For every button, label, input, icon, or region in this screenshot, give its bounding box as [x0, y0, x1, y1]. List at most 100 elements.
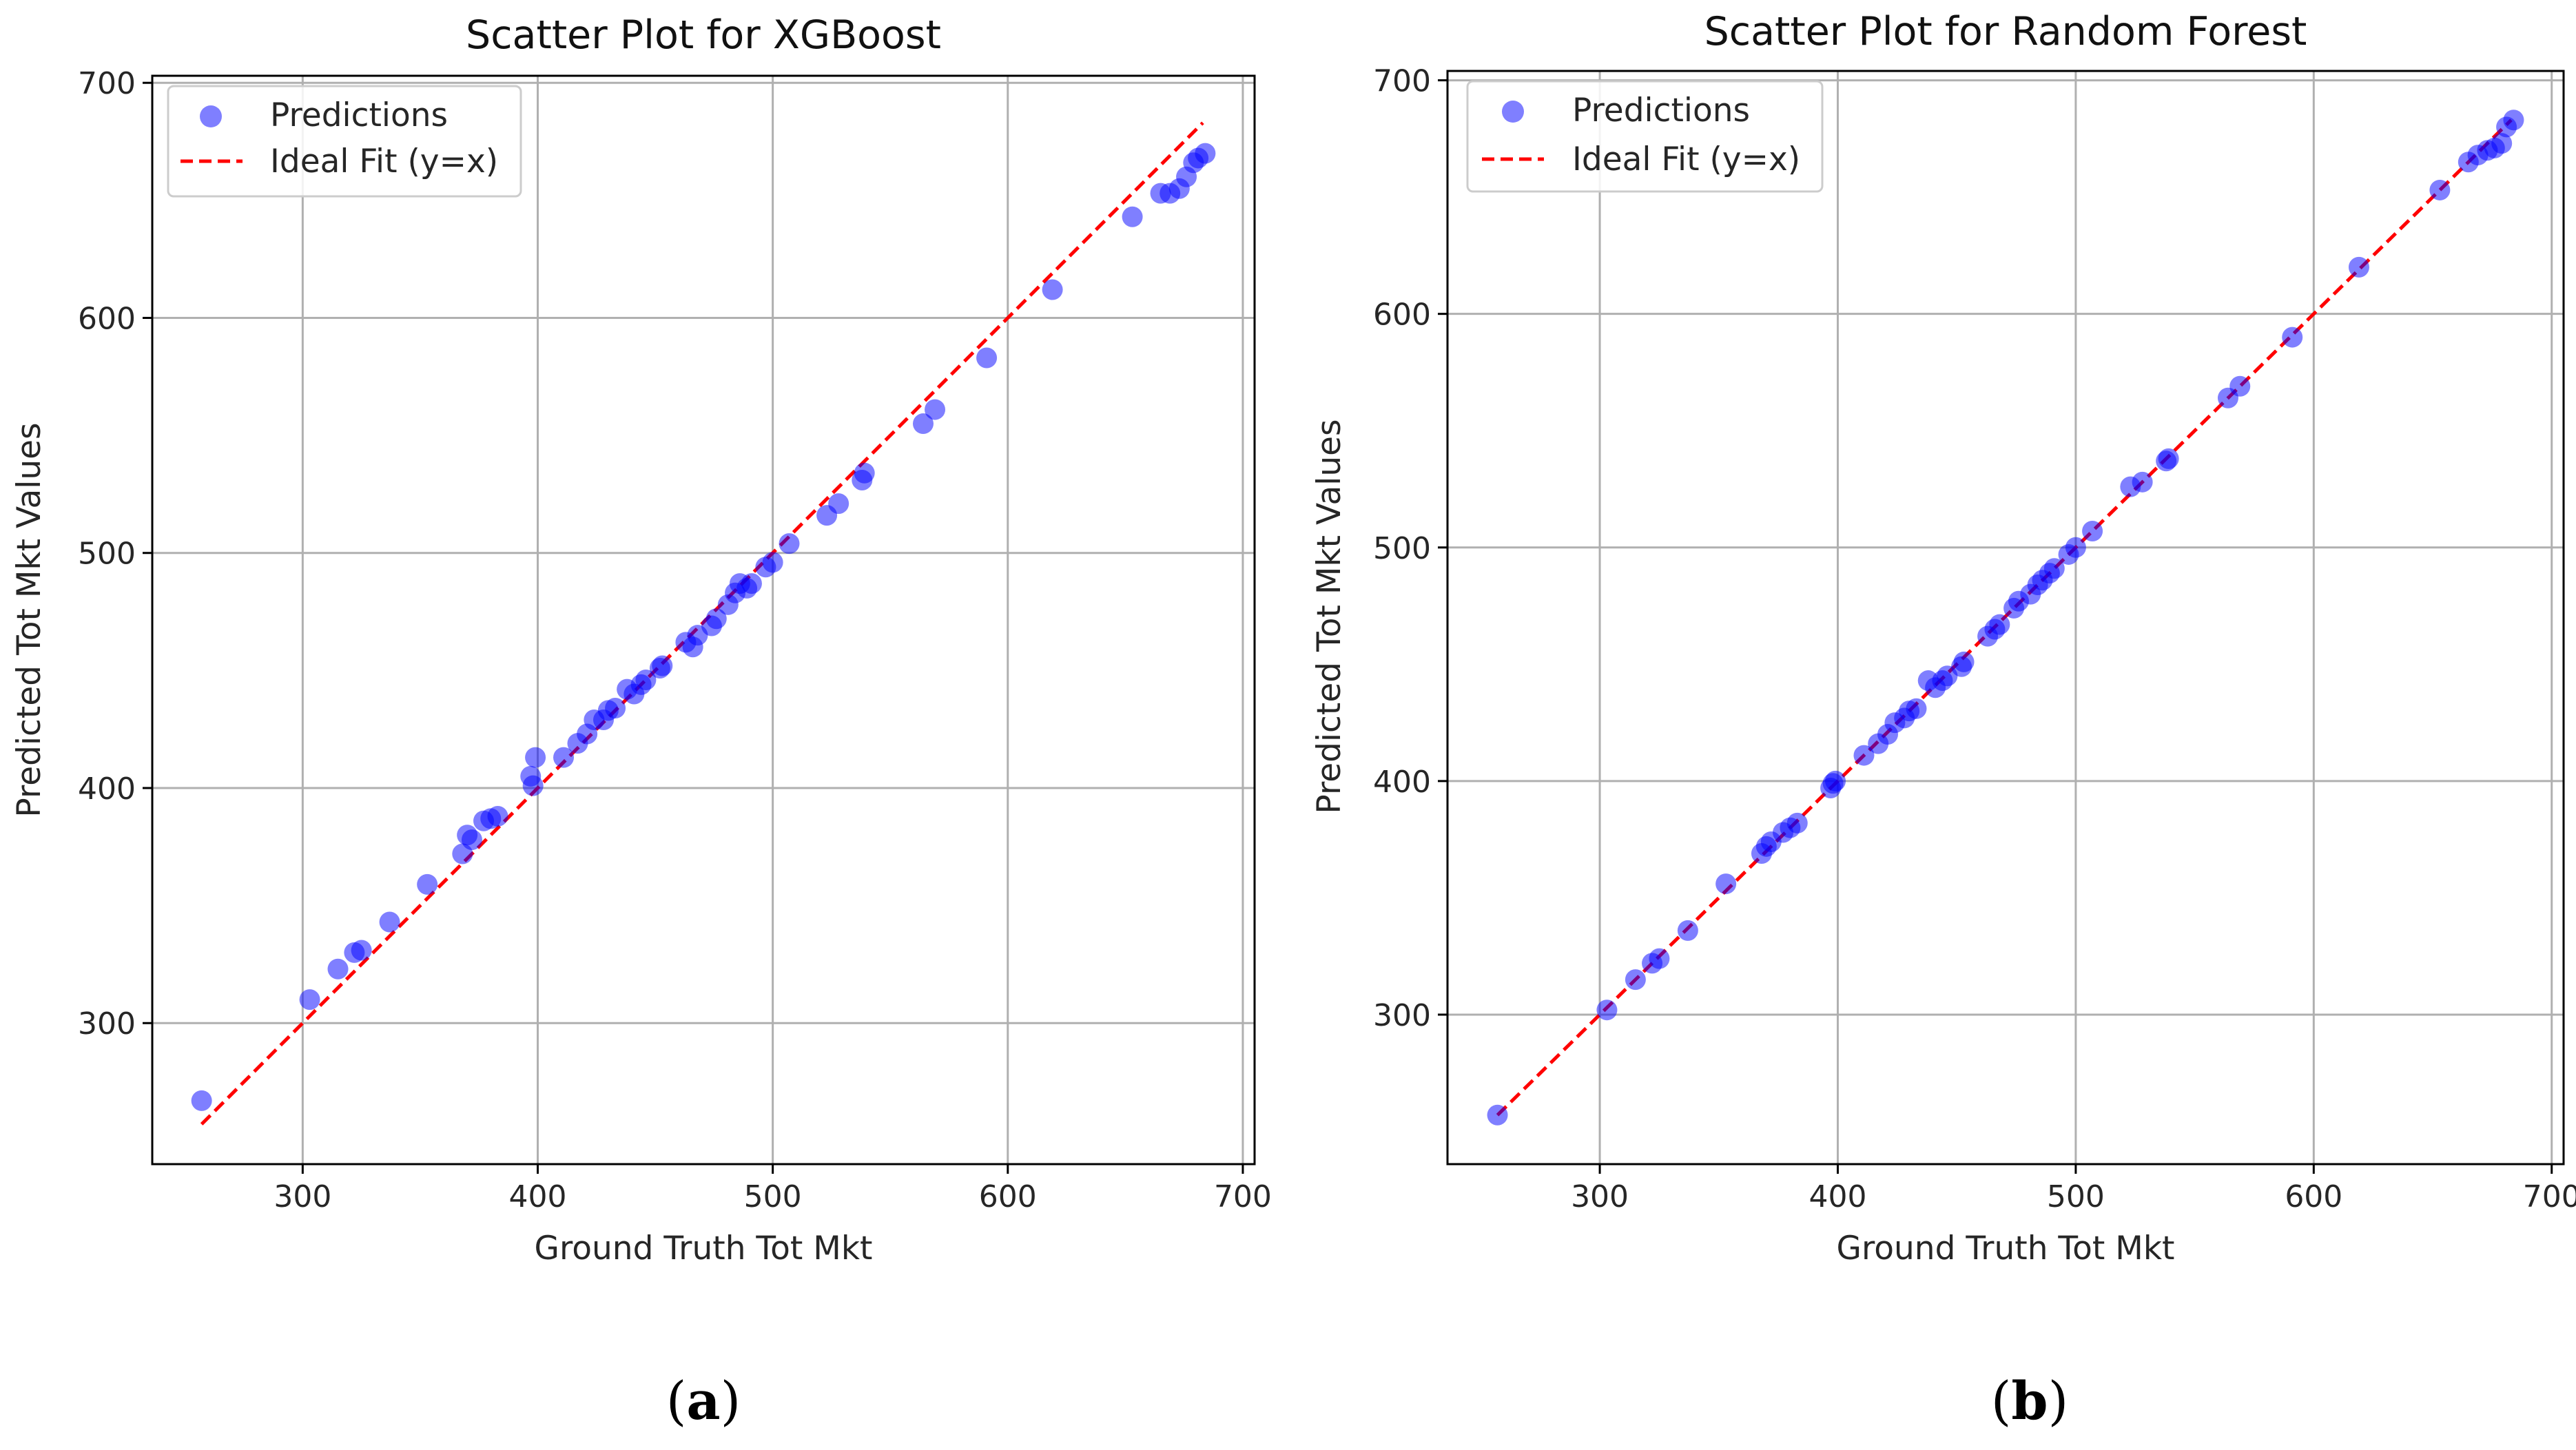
- data-point-a-49: [1042, 279, 1063, 300]
- legend-label-predictions-a: Predictions: [270, 96, 448, 134]
- data-point-b-40: [2065, 537, 2086, 558]
- data-point-a-26: [635, 670, 657, 691]
- panel-label-b: (b): [1991, 1370, 2068, 1431]
- chart-title-b: Scatter Plot for Random Forest: [1704, 9, 2307, 54]
- data-point-b-12: [1786, 812, 1808, 833]
- y-tick-label-400-b: 400: [1373, 765, 1431, 800]
- data-point-a-0: [191, 1090, 212, 1111]
- legend-box-a: [167, 85, 522, 198]
- data-point-b-6: [1715, 873, 1737, 895]
- data-point-b-4: [1649, 948, 1670, 969]
- panel-label-a: (a): [666, 1370, 741, 1431]
- data-point-b-0: [1487, 1104, 1508, 1126]
- data-point-a-5: [379, 911, 400, 933]
- prediction-points-b: [1487, 110, 2524, 1126]
- x-ticks-a: 300 400 500 600 700: [274, 1164, 1272, 1214]
- legend-box-b: [1466, 80, 1824, 193]
- x-ticks-b: 300 400 500 600 700: [1571, 1164, 2576, 1214]
- data-point-a-9: [461, 829, 482, 851]
- data-point-a-2: [327, 958, 349, 980]
- data-point-a-12: [487, 805, 508, 827]
- y-tick-label-500-a: 500: [78, 537, 136, 572]
- data-point-b-15: [1825, 770, 1846, 791]
- panel-label-open-b: (: [1991, 1370, 2012, 1431]
- x-tick-label-400-b: 400: [1809, 1179, 1866, 1214]
- y-tick-label-700-a: 700: [78, 66, 136, 101]
- y-tick-label-700-b: 700: [1373, 64, 1431, 99]
- grid-a: [152, 76, 1255, 1164]
- panel-label-letter-a: a: [686, 1370, 720, 1431]
- x-tick-label-400-a: 400: [508, 1179, 566, 1214]
- data-point-a-41: [779, 533, 800, 555]
- data-point-a-57: [1195, 143, 1216, 164]
- data-point-a-28: [652, 655, 673, 676]
- x-tick-label-700-a: 700: [1214, 1179, 1272, 1214]
- data-point-a-1: [299, 989, 320, 1011]
- y-tick-label-300-b: 300: [1373, 998, 1431, 1033]
- data-point-b-57: [2503, 110, 2524, 131]
- data-point-b-38: [2043, 558, 2065, 579]
- data-point-b-31: [1989, 614, 2010, 635]
- y-tick-label-400-a: 400: [78, 771, 136, 807]
- chart-panel-a: 300 400 500 600 700 300 400 500 600 700 Scatter …: [10, 12, 1272, 1431]
- data-point-a-48: [976, 347, 998, 369]
- y-ticks-b: 300 400 500 600 700: [1373, 64, 1447, 1033]
- panel-label-letter-b: b: [2011, 1370, 2048, 1431]
- y-axis-label-b: Predicted Tot Mkt Values: [1310, 419, 1348, 814]
- legend-marker-predictions-a: [200, 105, 222, 127]
- y-tick-label-300-a: 300: [78, 1006, 136, 1042]
- axes-frame-b: [1446, 70, 2565, 1166]
- legend-a: Predictions Ideal Fit (y=x): [167, 85, 522, 198]
- data-point-b-49: [2348, 256, 2369, 278]
- data-point-a-46: [912, 413, 934, 435]
- legend-label-predictions-b: Predictions: [1572, 92, 1750, 130]
- legend-label-ideal-fit-b: Ideal Fit (y=x): [1572, 141, 1800, 178]
- data-point-b-47: [2229, 375, 2251, 397]
- x-tick-label-300-b: 300: [1571, 1179, 1629, 1214]
- data-point-a-45: [854, 462, 875, 484]
- data-point-b-45: [2158, 448, 2179, 469]
- x-tick-label-500-a: 500: [744, 1179, 802, 1214]
- data-point-b-1: [1596, 1000, 1618, 1021]
- y-axis-label-a: Predicted Tot Mkt Values: [10, 422, 48, 817]
- data-point-b-43: [2132, 471, 2153, 493]
- data-point-a-43: [828, 493, 849, 515]
- data-point-b-41: [2082, 521, 2103, 542]
- x-tick-label-500-b: 500: [2047, 1179, 2105, 1214]
- data-point-a-14: [522, 775, 544, 796]
- data-point-b-50: [2429, 179, 2451, 200]
- data-point-a-15: [525, 747, 546, 768]
- data-point-a-16: [553, 747, 575, 768]
- data-point-b-55: [2491, 133, 2513, 154]
- data-point-b-22: [1906, 698, 1927, 719]
- legend-marker-predictions-b: [1502, 101, 1524, 123]
- data-point-a-38: [741, 573, 762, 594]
- x-tick-label-600-a: 600: [979, 1179, 1037, 1214]
- panel-label-open-a: (: [666, 1370, 687, 1431]
- data-point-b-28: [1953, 651, 1975, 672]
- x-tick-label-300-a: 300: [274, 1179, 331, 1214]
- data-point-a-40: [762, 552, 783, 573]
- prediction-points-a: [191, 143, 1216, 1111]
- data-point-a-4: [351, 940, 372, 961]
- data-point-b-16: [1853, 745, 1875, 766]
- x-axis-label-a: Ground Truth Tot Mkt: [535, 1230, 873, 1267]
- y-ticks-a: 300 400 500 600 700: [78, 66, 152, 1042]
- data-point-a-47: [925, 399, 946, 420]
- data-point-a-33: [705, 608, 727, 630]
- data-point-a-6: [417, 873, 438, 895]
- data-point-a-50: [1122, 206, 1143, 227]
- chart-title-a: Scatter Plot for XGBoost: [466, 12, 941, 58]
- panel-label-close-b: ): [2048, 1370, 2069, 1431]
- data-point-b-5: [1677, 920, 1698, 941]
- data-point-b-2: [1625, 969, 1646, 991]
- x-axis-label-b: Ground Truth Tot Mkt: [1837, 1230, 2175, 1267]
- axes-frame-a: [151, 74, 1256, 1166]
- y-tick-label-600-b: 600: [1373, 298, 1431, 333]
- x-tick-label-700-b: 700: [2523, 1179, 2576, 1214]
- legend-b: Predictions Ideal Fit (y=x): [1466, 80, 1824, 193]
- legend-label-ideal-fit-a: Ideal Fit (y=x): [270, 143, 498, 180]
- x-tick-label-600-b: 600: [2285, 1179, 2342, 1214]
- y-tick-label-500-b: 500: [1373, 531, 1431, 566]
- y-tick-label-600-a: 600: [78, 301, 136, 336]
